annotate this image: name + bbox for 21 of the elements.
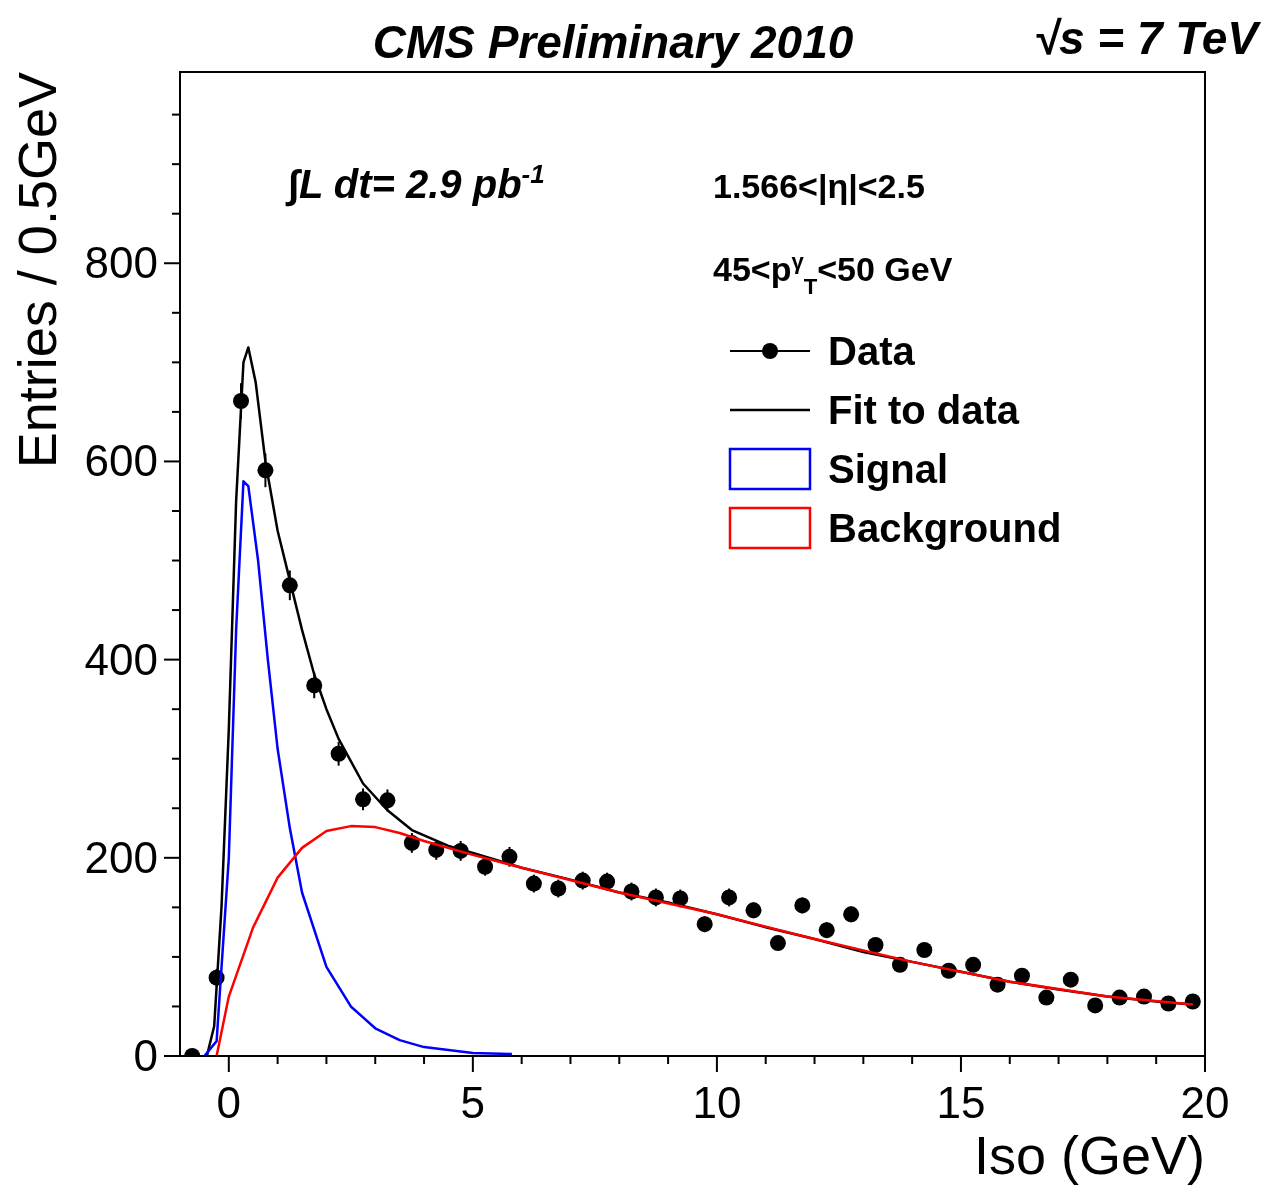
y-tick-label: 0 (133, 1031, 158, 1080)
y-tick-label: 400 (84, 634, 158, 684)
annotation: 1.566<|η|<2.5 (713, 167, 925, 205)
y-tick-label: 200 (84, 832, 158, 882)
y-tick-label: 800 (84, 238, 158, 288)
y-tick-label: 600 (84, 436, 158, 486)
chart-title: CMS Preliminary 2010 (372, 16, 854, 68)
legend-label: Signal (828, 447, 949, 491)
x-tick-label: 5 (460, 1078, 486, 1127)
x-axis-title: Iso (GeV) (973, 1125, 1205, 1185)
y-axis-title: Entries / 0.5GeV (7, 72, 67, 469)
x-tick-label: 10 (692, 1078, 742, 1127)
x-tick-label: 15 (936, 1078, 986, 1127)
annotation: ∫L dt= 2.9 pb$^{-1}$ (285, 159, 545, 207)
annotation: 45<p$^{γ}$$_{T}$<50 GeV (713, 248, 953, 299)
x-tick-label: 0 (216, 1078, 242, 1127)
legend-label: Fit to data (828, 388, 1020, 432)
x-tick-label: 20 (1180, 1078, 1230, 1127)
text: √s = 7 TeV (1033, 12, 1262, 64)
legend-label: Background (828, 506, 1062, 550)
legend-label: Data (828, 329, 916, 373)
